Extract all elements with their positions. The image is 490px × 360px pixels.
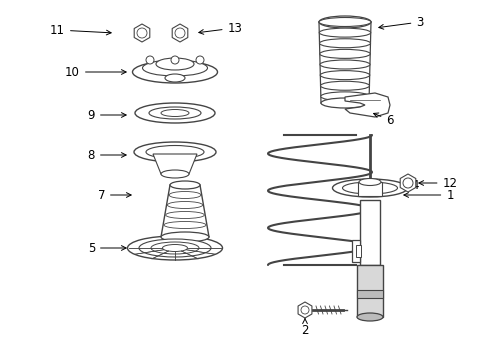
- Ellipse shape: [319, 39, 370, 48]
- Circle shape: [137, 28, 147, 38]
- Ellipse shape: [164, 221, 206, 229]
- Text: 5: 5: [88, 242, 126, 255]
- Ellipse shape: [132, 61, 218, 83]
- Ellipse shape: [143, 60, 207, 76]
- Text: 3: 3: [379, 15, 424, 29]
- Ellipse shape: [163, 244, 188, 252]
- Ellipse shape: [359, 179, 381, 185]
- Ellipse shape: [156, 58, 194, 70]
- Ellipse shape: [170, 181, 200, 189]
- Ellipse shape: [134, 142, 216, 162]
- Ellipse shape: [161, 109, 189, 117]
- Polygon shape: [172, 24, 188, 42]
- Polygon shape: [153, 154, 197, 174]
- Text: 10: 10: [65, 66, 126, 78]
- Ellipse shape: [319, 28, 371, 37]
- Text: 6: 6: [373, 113, 394, 126]
- Bar: [352, 240, 360, 262]
- Ellipse shape: [146, 145, 204, 158]
- Ellipse shape: [169, 192, 201, 198]
- Ellipse shape: [320, 71, 370, 80]
- Ellipse shape: [321, 98, 369, 108]
- Text: 9: 9: [88, 108, 126, 122]
- Ellipse shape: [161, 232, 209, 242]
- Ellipse shape: [320, 49, 370, 58]
- Circle shape: [171, 56, 179, 64]
- Circle shape: [403, 178, 413, 188]
- Bar: [357, 265, 383, 317]
- Ellipse shape: [320, 60, 370, 69]
- Ellipse shape: [161, 170, 189, 178]
- Circle shape: [175, 28, 185, 38]
- Circle shape: [146, 56, 154, 64]
- Ellipse shape: [139, 239, 211, 257]
- Text: 12: 12: [419, 176, 458, 189]
- Polygon shape: [400, 174, 416, 192]
- Circle shape: [301, 306, 309, 314]
- Ellipse shape: [168, 202, 202, 208]
- Ellipse shape: [343, 182, 397, 194]
- Text: 1: 1: [404, 189, 454, 202]
- Bar: [357, 290, 383, 298]
- Ellipse shape: [135, 103, 215, 123]
- Text: 2: 2: [301, 318, 309, 337]
- Ellipse shape: [165, 74, 185, 82]
- Bar: [358, 182, 382, 196]
- Circle shape: [196, 56, 204, 64]
- Ellipse shape: [166, 212, 204, 219]
- Text: 4: 4: [374, 179, 419, 192]
- Ellipse shape: [333, 179, 408, 197]
- Ellipse shape: [319, 16, 371, 28]
- Ellipse shape: [319, 18, 371, 27]
- Ellipse shape: [320, 81, 369, 90]
- Polygon shape: [345, 93, 390, 117]
- Bar: [360, 200, 380, 265]
- Polygon shape: [134, 24, 150, 42]
- Ellipse shape: [149, 107, 201, 119]
- Text: 13: 13: [199, 22, 243, 35]
- Bar: [356, 245, 361, 257]
- Polygon shape: [161, 185, 209, 237]
- Ellipse shape: [357, 313, 383, 321]
- Text: 7: 7: [98, 189, 131, 202]
- Ellipse shape: [151, 242, 199, 254]
- Text: 11: 11: [50, 23, 111, 36]
- Polygon shape: [298, 302, 312, 318]
- Ellipse shape: [321, 92, 369, 101]
- Ellipse shape: [127, 236, 222, 260]
- Text: 8: 8: [88, 149, 126, 162]
